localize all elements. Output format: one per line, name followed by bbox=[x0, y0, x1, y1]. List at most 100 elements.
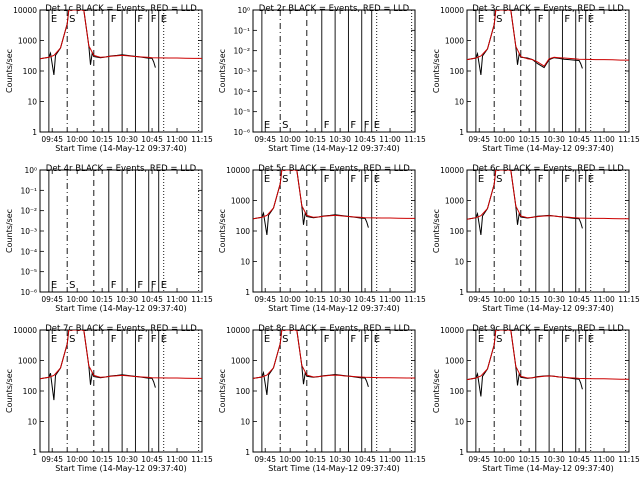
marker-label: F bbox=[364, 174, 370, 185]
x-axis-title: Start Time (14-May-12 09:37:40) bbox=[55, 464, 186, 473]
y-tick-label: 10⁻¹ bbox=[233, 26, 250, 35]
x-tick-label: 10:15 bbox=[304, 295, 326, 304]
panel-title: Det 3c BLACK = Events, RED = LLD bbox=[472, 4, 624, 14]
x-tick-label: 10:15 bbox=[91, 295, 113, 304]
y-tick-label: 100 bbox=[23, 67, 38, 76]
x-tick-label: 10:15 bbox=[518, 135, 540, 144]
marker-label: E bbox=[161, 280, 167, 291]
y-tick-label: 10⁻⁵ bbox=[20, 268, 37, 277]
y-tick-label: 10⁰ bbox=[24, 166, 37, 175]
x-axis-title: Start Time (14-May-12 09:37:40) bbox=[268, 464, 399, 473]
panel-6: Det 6c BLACK = Events, RED = LLD 1 10 100 10… bbox=[432, 164, 640, 313]
series-line-2 bbox=[253, 330, 415, 379]
marker-label: F bbox=[564, 174, 570, 185]
series-line-2 bbox=[40, 10, 202, 60]
marker-label: F bbox=[578, 14, 584, 25]
x-tick-label: 09:45 bbox=[41, 455, 63, 464]
y-tick-label: 1 bbox=[245, 288, 250, 297]
x-tick-label: 10:15 bbox=[304, 455, 326, 464]
marker-label: F bbox=[324, 174, 330, 185]
series-line-2 bbox=[467, 330, 629, 381]
marker-label: E bbox=[374, 120, 380, 131]
series-line-2 bbox=[467, 10, 629, 67]
x-tick-label: 10:00 bbox=[493, 135, 515, 144]
panel-title: Det 2r BLACK = Events, RED = LLD bbox=[259, 4, 410, 14]
x-tick-label: 11:00 bbox=[166, 135, 188, 144]
x-tick-label: 10:30 bbox=[329, 135, 351, 144]
x-axis-title: Start Time (14-May-12 09:37:40) bbox=[55, 144, 186, 153]
marker-label: E bbox=[264, 334, 270, 345]
y-tick-label: 100 bbox=[23, 387, 38, 396]
x-tick-label: 09:45 bbox=[41, 135, 63, 144]
marker-label: F bbox=[538, 174, 544, 185]
y-tick-label: 1000 bbox=[445, 357, 464, 366]
marker-label: F bbox=[538, 14, 544, 25]
y-tick-label: 10⁻¹ bbox=[20, 186, 37, 195]
panel-5: Det 5c BLACK = Events, RED = LLD 1 10 100 10… bbox=[218, 164, 426, 313]
y-tick-label: 10000 bbox=[440, 6, 464, 15]
panel-9: Det 9c BLACK = Events, RED = LLD 1 10 100 10… bbox=[432, 324, 640, 473]
x-tick-label: 09:45 bbox=[254, 455, 276, 464]
marker-label: S bbox=[69, 14, 75, 25]
marker-label: F bbox=[350, 174, 356, 185]
series-line-2 bbox=[253, 170, 415, 220]
x-tick-label: 11:15 bbox=[404, 135, 426, 144]
y-axis-title: Counts/sec bbox=[5, 369, 14, 413]
panel-title: Det 9c BLACK = Events, RED = LLD bbox=[472, 324, 624, 334]
y-tick-label: 10⁻⁶ bbox=[233, 128, 250, 137]
x-tick-label: 11:15 bbox=[618, 455, 640, 464]
x-tick-label: 10:30 bbox=[543, 455, 565, 464]
marker-label: F bbox=[137, 14, 143, 25]
panel-frame bbox=[39, 169, 203, 293]
y-tick-label: 100 bbox=[450, 387, 465, 396]
y-tick-label: 100 bbox=[236, 227, 251, 236]
y-tick-label: 100 bbox=[236, 387, 251, 396]
panel-3: Det 3c BLACK = Events, RED = LLD 1 10 100 10… bbox=[432, 4, 640, 153]
x-axis-title: Start Time (14-May-12 09:37:40) bbox=[482, 304, 613, 313]
x-tick-label: 11:15 bbox=[191, 455, 213, 464]
x-tick-label: 10:30 bbox=[116, 295, 138, 304]
marker-label: F bbox=[578, 174, 584, 185]
x-tick-label: 09:45 bbox=[468, 455, 490, 464]
marker-label: E bbox=[264, 120, 270, 131]
y-tick-label: 10 bbox=[27, 418, 37, 427]
x-tick-label: 10:45 bbox=[354, 135, 376, 144]
marker-label: E bbox=[478, 14, 484, 25]
marker-label: F bbox=[578, 334, 584, 345]
panel-7: Det 7c BLACK = Events, RED = LLD 1 10 100 10… bbox=[5, 324, 213, 473]
y-axis-title: Counts/sec bbox=[432, 209, 441, 253]
x-tick-label: 10:15 bbox=[518, 295, 540, 304]
panel-1: Det 1c BLACK = Events, RED = LLD 1 10 100 10… bbox=[5, 4, 213, 153]
marker-label: S bbox=[282, 120, 288, 131]
y-tick-label: 1 bbox=[459, 448, 464, 457]
y-tick-label: 1 bbox=[32, 128, 37, 137]
y-axis-title: Counts/sec bbox=[218, 209, 227, 253]
x-tick-label: 11:15 bbox=[618, 135, 640, 144]
y-tick-label: 10⁰ bbox=[237, 6, 250, 15]
x-tick-label: 10:00 bbox=[66, 295, 88, 304]
y-axis-title: Counts/sec bbox=[432, 369, 441, 413]
marker-label: E bbox=[51, 280, 57, 291]
panel-title: Det 5c BLACK = Events, RED = LLD bbox=[258, 164, 410, 174]
panel-8: Det 8c BLACK = Events, RED = LLD 1 10 100 10… bbox=[218, 324, 426, 473]
x-axis-title: Start Time (14-May-12 09:37:40) bbox=[268, 304, 399, 313]
marker-label: F bbox=[137, 280, 143, 291]
x-tick-label: 11:00 bbox=[379, 295, 401, 304]
marker-label: F bbox=[364, 120, 370, 131]
marker-label: F bbox=[151, 14, 157, 25]
y-tick-label: 10000 bbox=[226, 326, 250, 335]
marker-label: F bbox=[111, 280, 117, 291]
y-tick-label: 10000 bbox=[13, 6, 37, 15]
x-tick-label: 10:30 bbox=[543, 135, 565, 144]
x-tick-label: 10:00 bbox=[493, 295, 515, 304]
marker-label: S bbox=[496, 174, 502, 185]
x-tick-label: 10:15 bbox=[304, 135, 326, 144]
series-line-2 bbox=[40, 330, 202, 380]
y-tick-label: 10 bbox=[454, 98, 464, 107]
marker-label: S bbox=[69, 280, 75, 291]
marker-label: S bbox=[282, 334, 288, 345]
x-tick-label: 10:30 bbox=[329, 295, 351, 304]
y-tick-label: 10 bbox=[27, 98, 37, 107]
y-tick-label: 10⁻³ bbox=[233, 67, 250, 76]
